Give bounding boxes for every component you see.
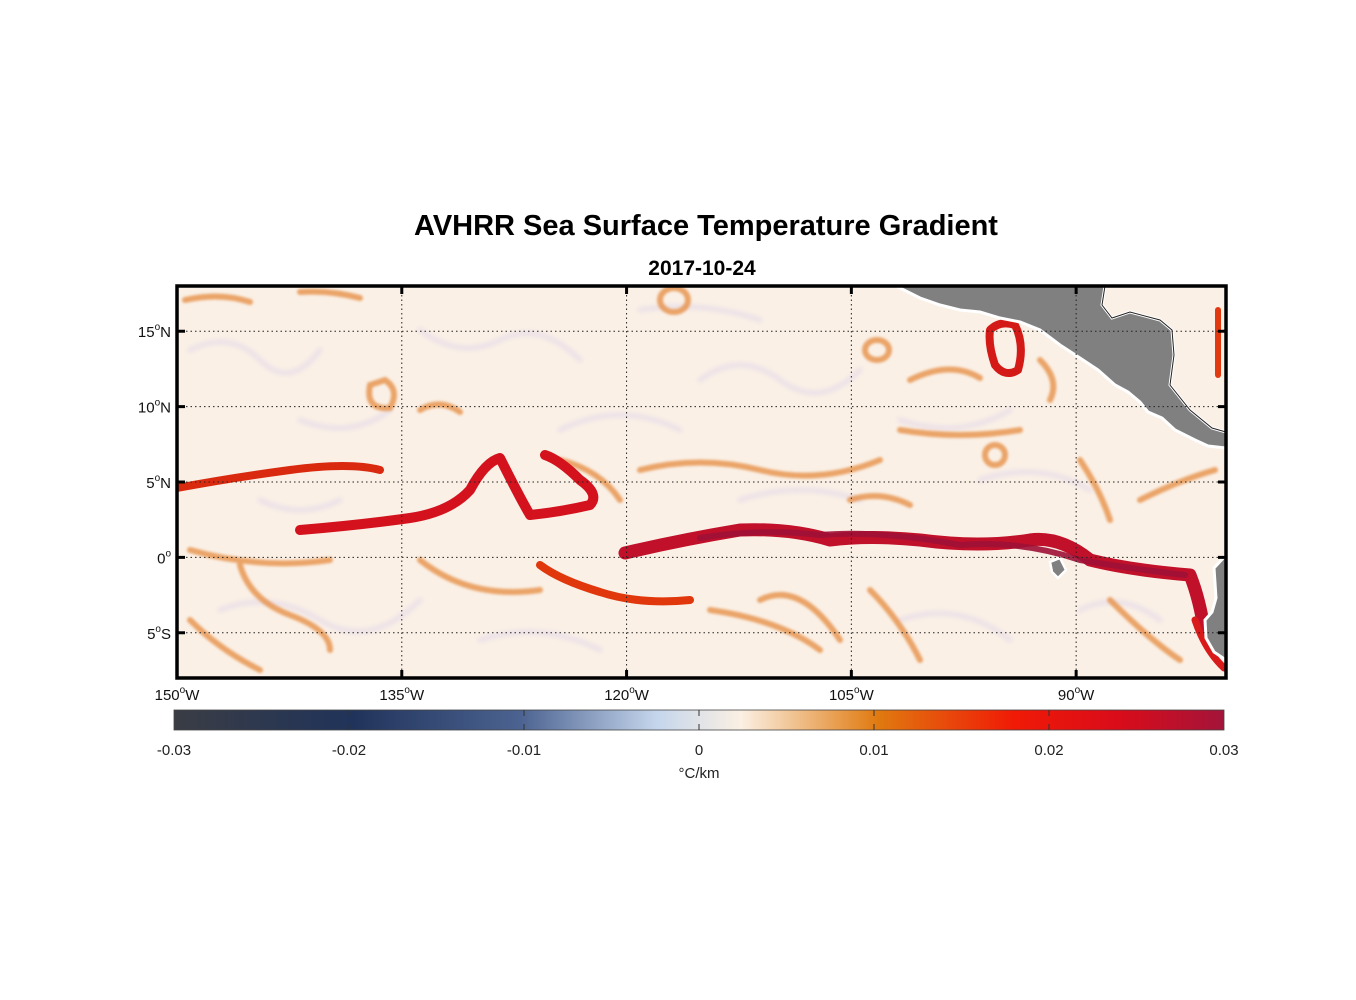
degree-symbol: o: [165, 548, 171, 559]
degree-symbol: o: [854, 685, 860, 696]
longitude-label-hemisphere: W: [860, 687, 875, 704]
longitude-label-hemisphere: W: [185, 687, 200, 704]
latitude-label: 5oN: [146, 473, 171, 492]
latitude-label: 10oN: [138, 398, 171, 417]
moderate-gradient-features: [182, 286, 1218, 673]
longitude-label: 105oW: [829, 685, 875, 704]
longitude-label-hemisphere: W: [410, 687, 425, 704]
longitude-label: 150oW: [155, 685, 201, 704]
longitude-label-degrees: 135: [379, 687, 404, 704]
latitude-label-degrees: 5: [147, 626, 155, 643]
longitude-label-hemisphere: W: [635, 687, 650, 704]
degree-symbol: o: [1075, 685, 1081, 696]
degree-symbol: o: [155, 322, 161, 333]
longitude-label: 120oW: [604, 685, 650, 704]
latitude-label-hemisphere: N: [160, 324, 171, 341]
latitude-label-degrees: 5: [146, 475, 154, 492]
colorbar-tick-label: 0.01: [859, 742, 888, 759]
colorbar-tick-label: 0.03: [1209, 742, 1238, 759]
front-5n: [177, 462, 384, 492]
latitude-label-hemisphere: N: [160, 400, 171, 417]
map-ticks: [175, 286, 1226, 678]
latitude-label: 0o: [157, 548, 171, 567]
front-south: [536, 561, 694, 606]
colorbar-tick-label: -0.01: [507, 742, 541, 759]
graticule-grid: [177, 286, 1226, 678]
colorbar-ticks: -0.03 -0.02 -0.01 0 0.01 0.02 0.03: [157, 710, 1239, 759]
latitude-label-hemisphere: N: [160, 475, 171, 492]
colorbar-tick-label: -0.03: [157, 742, 191, 759]
front-south-coast: [1191, 616, 1226, 672]
colorbar: -0.03 -0.02 -0.01 0 0.01 0.02 0.03 °C/km: [157, 709, 1239, 782]
degree-symbol: o: [155, 398, 161, 409]
latitude-label-degrees: 15: [138, 324, 155, 341]
degree-symbol: o: [155, 624, 161, 635]
galapagos-islands: [1048, 556, 1068, 580]
longitude-labels: 150oW 135oW 120oW 105oW 90oW: [155, 685, 1096, 704]
colorbar-label: °C/km: [679, 765, 720, 782]
latitude-label-degrees: 10: [138, 400, 155, 417]
map-subtitle: 2017-10-24: [648, 257, 756, 280]
latitude-label-hemisphere: S: [161, 626, 171, 643]
map-panel: 150oW 135oW 120oW 105oW 90oW 15oN10oN5oN0o5o…: [138, 284, 1228, 704]
longitude-label-degrees: 150: [155, 687, 180, 704]
latitude-label: 15oN: [138, 322, 171, 341]
longitude-label-degrees: 105: [829, 687, 854, 704]
colorbar-tick-label: -0.02: [332, 742, 366, 759]
longitude-label-degrees: 90: [1058, 687, 1075, 704]
degree-symbol: o: [180, 685, 186, 696]
colorbar-tick-label: 0: [695, 742, 703, 759]
degree-symbol: o: [629, 685, 635, 696]
degree-symbol: o: [404, 685, 410, 696]
strong-gradient-fronts: [177, 307, 1226, 672]
longitude-label: 90oW: [1058, 685, 1095, 704]
front-northeast-eddy: [985, 319, 1025, 378]
map-title: AVHRR Sea Surface Temperature Gradient: [414, 210, 998, 242]
latitude-label-degrees: 0: [157, 550, 165, 567]
weak-gradient-texture: [187, 304, 1163, 653]
front-equatorial-overlay: [697, 529, 1188, 578]
colorbar-tick-label: 0.02: [1034, 742, 1063, 759]
longitude-label-degrees: 120: [604, 687, 629, 704]
longitude-label: 135oW: [379, 685, 425, 704]
degree-symbol: o: [155, 473, 161, 484]
longitude-label-hemisphere: W: [1080, 687, 1095, 704]
front-equatorial-north: [295, 450, 599, 535]
latitude-label: 5oS: [147, 624, 171, 643]
